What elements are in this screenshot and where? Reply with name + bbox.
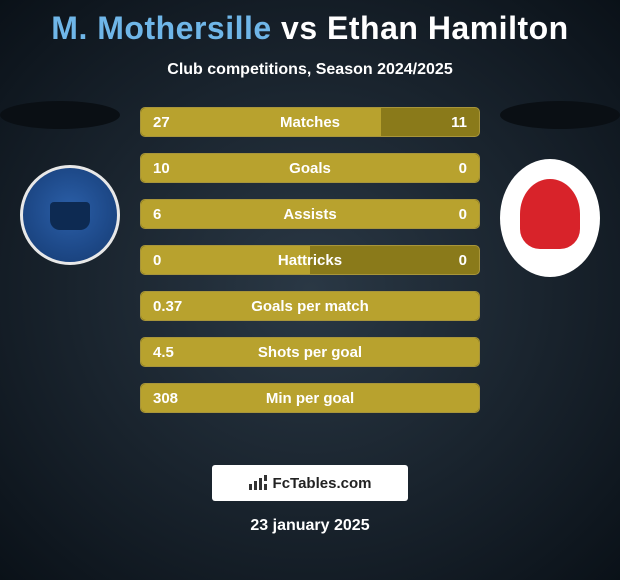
stat-left-value: 308 [141, 390, 221, 407]
brand-bars-icon [249, 476, 267, 490]
stat-bars-container: 27Matches1110Goals06Assists00Hattricks00… [140, 107, 480, 429]
stat-row: 6Assists0 [140, 199, 480, 229]
stat-row: 27Matches11 [140, 107, 480, 137]
stat-right-value: 11 [399, 114, 479, 131]
stat-right-value: 0 [399, 160, 479, 177]
player1-shadow [0, 101, 120, 129]
stat-label: Goals [221, 160, 399, 177]
player1-club-crest [20, 165, 120, 265]
stat-left-value: 27 [141, 114, 221, 131]
stat-left-value: 10 [141, 160, 221, 177]
stat-row: 4.5Shots per goal [140, 337, 480, 367]
stat-label: Shots per goal [221, 344, 399, 361]
player2-name: Ethan Hamilton [327, 10, 569, 46]
stat-left-value: 0 [141, 252, 221, 269]
stat-right-value: 0 [399, 252, 479, 269]
stat-row: 0.37Goals per match [140, 291, 480, 321]
subtitle: Club competitions, Season 2024/2025 [0, 61, 620, 79]
stat-left-value: 0.37 [141, 298, 221, 315]
stat-row: 308Min per goal [140, 383, 480, 413]
stat-label: Hattricks [221, 252, 399, 269]
stat-left-value: 4.5 [141, 344, 221, 361]
brand-badge: FcTables.com [212, 465, 408, 501]
brand-text: FcTables.com [273, 475, 372, 492]
player2-shadow [500, 101, 620, 129]
title-vs: vs [272, 10, 327, 46]
stat-row: 10Goals0 [140, 153, 480, 183]
imp-icon [520, 179, 580, 249]
player2-club-crest [500, 159, 600, 277]
stat-label: Assists [221, 206, 399, 223]
stat-row: 0Hattricks0 [140, 245, 480, 275]
stat-right-value: 0 [399, 206, 479, 223]
snapshot-date: 23 january 2025 [0, 517, 620, 535]
stat-label: Goals per match [221, 298, 399, 315]
stat-left-value: 6 [141, 206, 221, 223]
comparison-panel: 27Matches1110Goals06Assists00Hattricks00… [0, 107, 620, 447]
player1-name: M. Mothersille [51, 10, 271, 46]
page-title: M. Mothersille vs Ethan Hamilton [0, 0, 620, 47]
stat-label: Min per goal [221, 390, 399, 407]
stat-label: Matches [221, 114, 399, 131]
